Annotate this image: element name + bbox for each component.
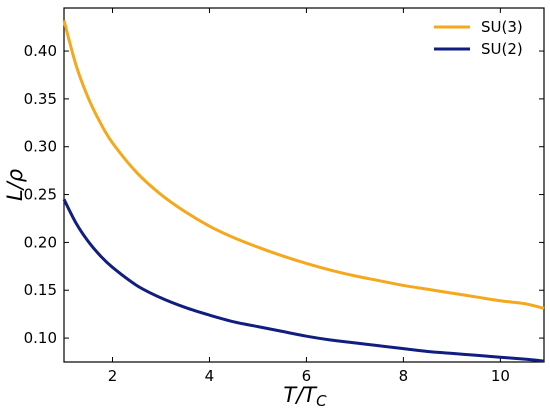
- x-tick-label: 4: [205, 367, 215, 385]
- legend-label-su3: SU(3): [481, 18, 523, 36]
- y-axis-label: L/ρ: [3, 168, 27, 201]
- x-tick-label: 6: [302, 367, 312, 385]
- series-line-su2: [62, 198, 545, 363]
- axis-ticks: 2 4 6 8 10 0.10 0.15 0.20 0.25 0.30 0.35 0.40: [24, 8, 544, 385]
- y-tick-label: 0.35: [24, 90, 57, 108]
- plot-frame: [63, 7, 545, 363]
- legend: SU(3) SU(2): [434, 18, 523, 58]
- series-line-su3: [62, 20, 545, 310]
- legend-label-su2: SU(2): [481, 40, 523, 58]
- x-tick-label: 10: [491, 367, 510, 385]
- y-tick-label: 0.40: [24, 42, 57, 60]
- x-tick-label: 8: [399, 367, 409, 385]
- x-tick-label: 2: [108, 367, 118, 385]
- y-tick-label: 0.15: [24, 281, 57, 299]
- y-tick-label: 0.10: [24, 329, 57, 347]
- y-tick-label: 0.25: [24, 186, 57, 204]
- x-axis-label: T/TC: [283, 383, 327, 409]
- y-tick-label: 0.30: [24, 138, 57, 156]
- series-lines: [62, 20, 545, 363]
- x-axis-label-main: T/T: [283, 383, 318, 407]
- x-axis-label-sub: C: [316, 392, 327, 409]
- y-tick-label: 0.20: [24, 233, 57, 251]
